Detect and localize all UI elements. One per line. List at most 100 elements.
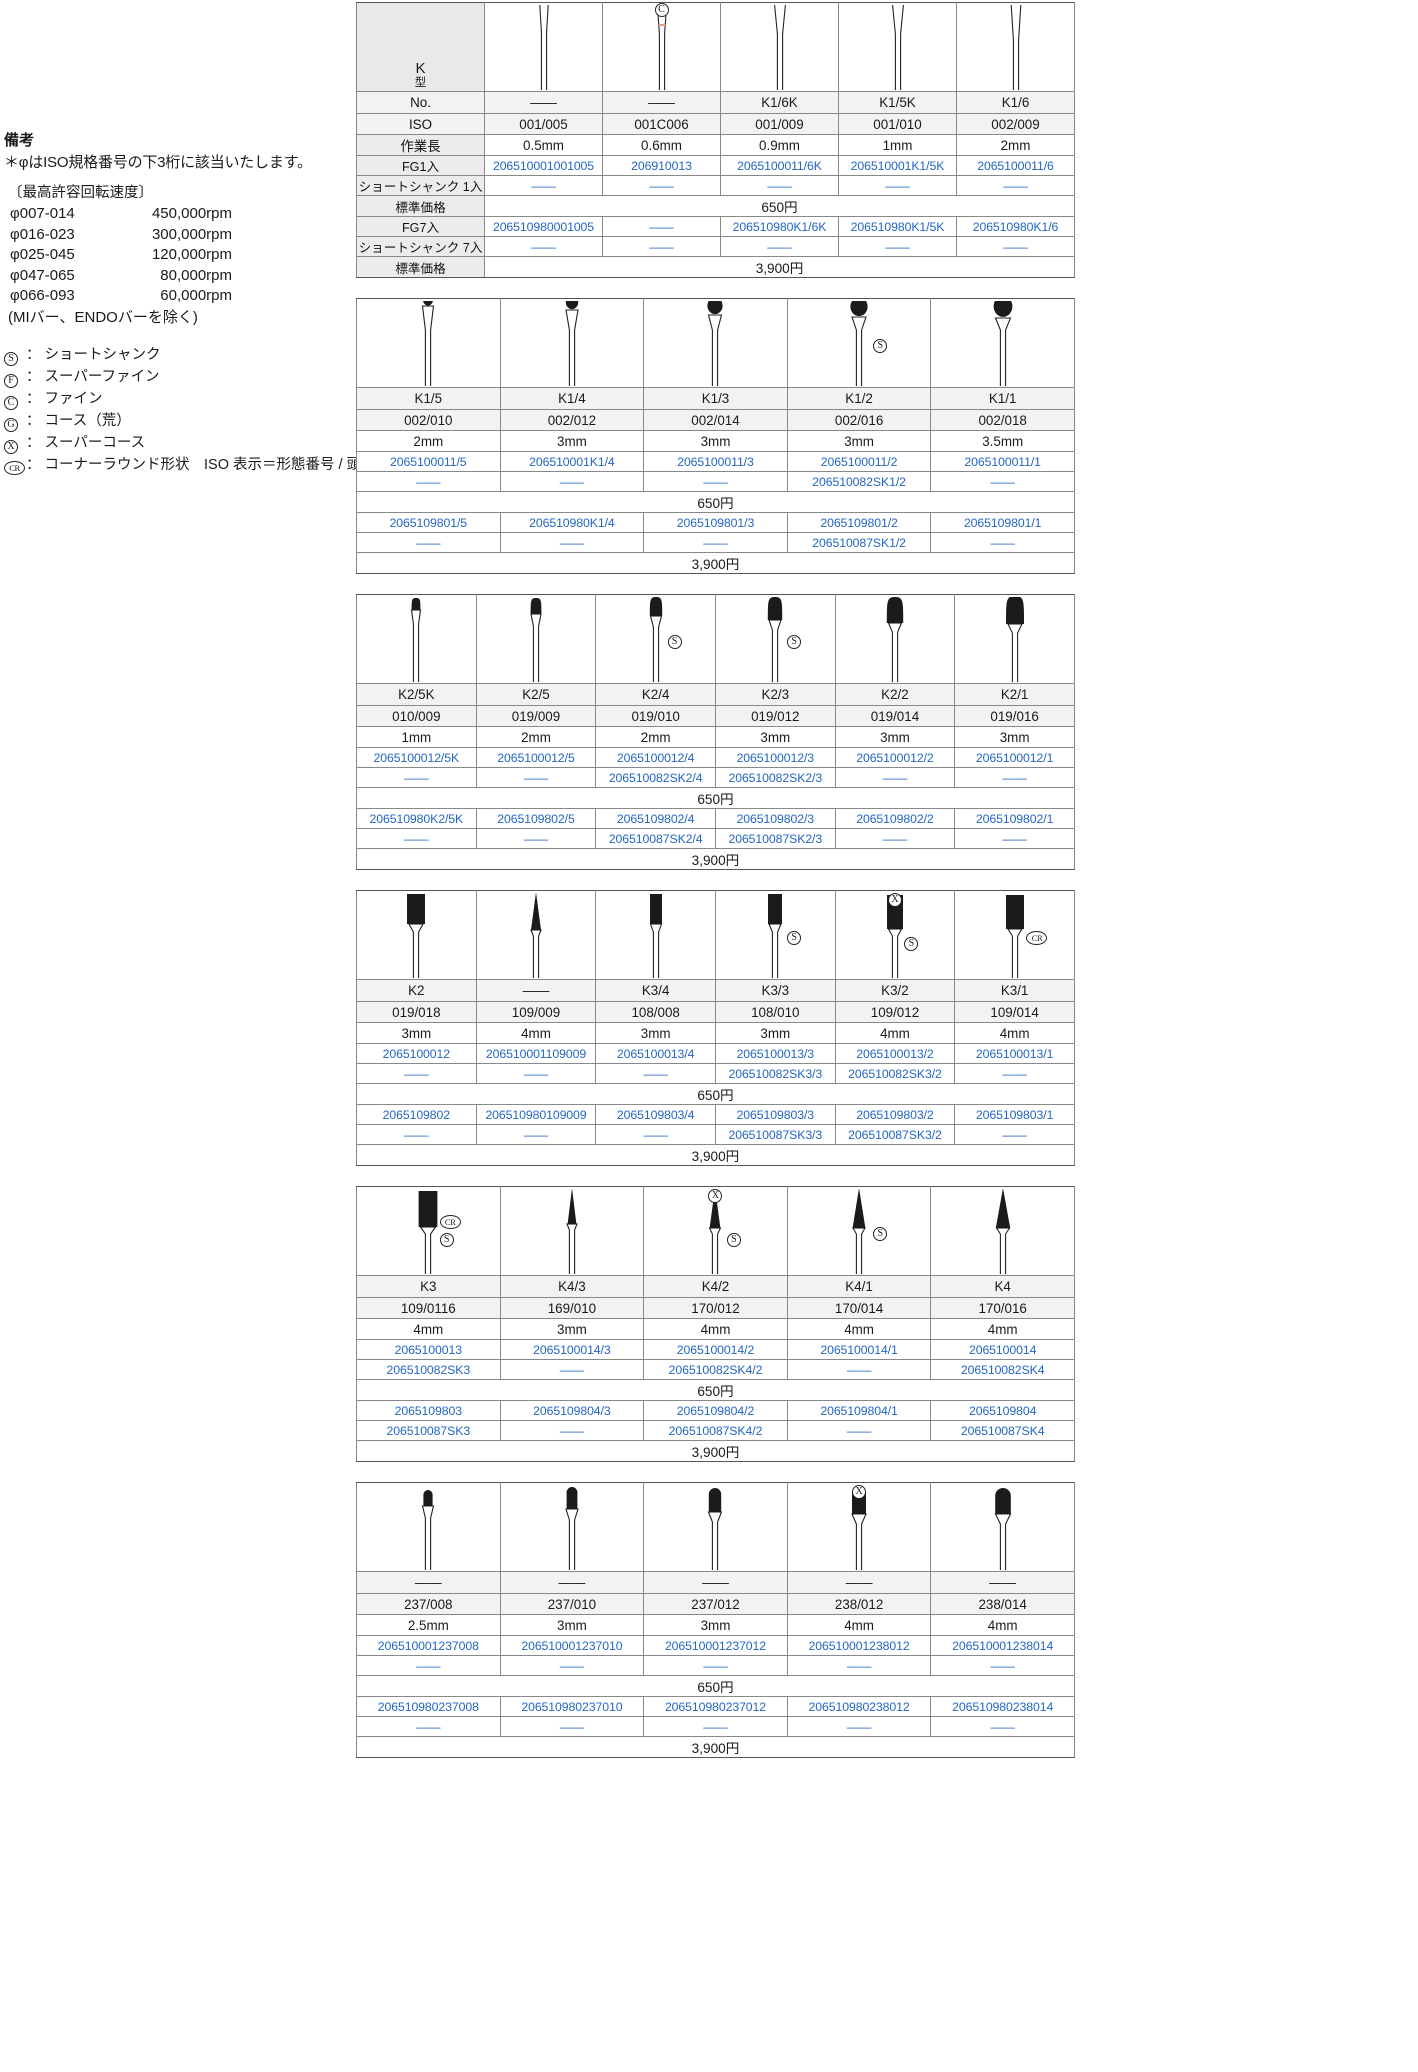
price-pack-row: 3,900円 [356, 848, 1075, 870]
no-row-cell: K4/2 [643, 1275, 788, 1298]
bur-illustration: S [714, 594, 836, 684]
row-label-fg1: FG1入 [356, 155, 485, 176]
fg7-row-cell: 2065109804/3 [499, 1400, 645, 1421]
worklen-row-cell: 4mm [786, 1614, 932, 1636]
fg1-row-cell: 206510001237008 [356, 1635, 501, 1656]
fg1-row-cell: 2065100013/2 [834, 1043, 956, 1064]
iso-row-cell: 001C006 [602, 113, 721, 135]
iso-row-cell: 238/014 [930, 1593, 1075, 1615]
fg1-row-cell: 2065100011/1 [930, 451, 1075, 472]
ss7-row-cell: 206510087SK4/2 [643, 1420, 788, 1441]
ss7-row-cell: 206510087SK1/2 [786, 532, 932, 553]
fg1-row: FG1入 206510001001005 206910013 2065100011/6… [356, 155, 1075, 176]
price-single: 650円 [484, 195, 1075, 217]
iso-row-cell: 010/009 [356, 705, 477, 727]
speed-row: φ016-023 300,000rpm [10, 225, 349, 246]
badge-s-icon: S [873, 1227, 888, 1241]
ss7-row-cell: —— [475, 828, 597, 849]
iso-row-cell: 002/012 [499, 409, 645, 431]
ss1-row-cell: —— [595, 1063, 716, 1084]
row-label-worklen: 作業長 [356, 134, 485, 156]
ss7-row-cell: —— [484, 236, 603, 257]
legend-label: ： スーパーコース [26, 435, 146, 452]
fg1-row-cell: 2065100012/2 [834, 747, 956, 768]
row-label-price1: 標準価格 [356, 195, 485, 217]
no-row-cell: K2/4 [595, 683, 716, 706]
fg1-row-cell: 2065100011/3 [643, 451, 788, 472]
bur-illustration: S [786, 298, 932, 388]
price-pack-row: 3,900円 [356, 552, 1075, 574]
ss7-row-cell: 206510087SK4 [930, 1420, 1075, 1441]
fg1-row-cell: 2065100013 [356, 1339, 501, 1360]
price-single: 650円 [356, 787, 1075, 809]
fg1-row-cell: 206510001001005 [484, 155, 603, 176]
price-pack: 3,900円 [356, 848, 1075, 870]
bur-illustration [356, 890, 477, 980]
table-1: K 型 C No. —— —— K1/6K K1/5K K1/6 ISO 001/005 001C00… [356, 2, 1075, 278]
ss7-row-cell: —— [956, 236, 1075, 257]
fg1-row-cell: 2065100011/5 [356, 451, 501, 472]
fg1-row-cell: 2065100011/6K [720, 155, 839, 176]
bur-illustration [834, 594, 956, 684]
worklen-row-cell: 4mm [475, 1022, 597, 1044]
fg1-row-cell: 206910013 [602, 155, 721, 176]
ss7-row: 206510087SK3 —— 206510087SK4/2 —— 206510087S… [356, 1420, 1075, 1441]
worklen-row-cell: 4mm [954, 1022, 1075, 1044]
iso-row-cell: 109/009 [475, 1001, 597, 1023]
legend-item: F： スーパーファイン [4, 366, 349, 389]
ss7-row-cell: —— [499, 1716, 645, 1737]
fg7-row: 2065109801/5 206510980K1/4 2065109801/3 206… [356, 512, 1075, 533]
iso-row-cell: 170/012 [643, 1297, 788, 1319]
bur-illustration [930, 1482, 1075, 1572]
worklen-row-cell: 3mm [643, 430, 788, 452]
fg1-row-cell: 2065100012/1 [954, 747, 1075, 768]
ss1-row: —— —— —— 206510082SK1/2 —— [356, 471, 1075, 492]
fg7-row-cell: 2065109801/1 [930, 512, 1075, 533]
bur-illustration: CR S [356, 1186, 501, 1276]
bur-illustration [356, 1482, 501, 1572]
badge-cr-icon: CR [1026, 931, 1048, 945]
ss7-row-cell: —— [786, 1716, 932, 1737]
fg7-row-cell: 206510980109009 [475, 1104, 597, 1125]
fg1-row-cell: 2065100011/6 [956, 155, 1075, 176]
badge-x-icon: X [852, 1485, 867, 1499]
iso-row-cell: 169/010 [499, 1297, 645, 1319]
no-row-cell: —— [499, 1571, 645, 1594]
fg7-row-cell: 2065109802/2 [834, 808, 956, 829]
ss1-row-cell: 206510082SK2/3 [714, 767, 836, 788]
speed-diameter: φ007-014 [10, 205, 75, 223]
legend-label: ： コーナーラウンド形状 ISO 表示＝形態番号 / 頭部最大径 [26, 457, 420, 474]
bur-illustration [595, 890, 716, 980]
exclusion-note: (MIバー、ENDOバーを除く) [8, 308, 198, 326]
type-letter: K [415, 59, 426, 77]
ss1-row-cell: —— [838, 175, 957, 196]
ss1-row-cell: —— [834, 767, 956, 788]
iso-row-cell: 001/009 [720, 113, 839, 135]
fg1-row-cell: 2065100012/3 [714, 747, 836, 768]
ss7-row-cell: —— [499, 1420, 645, 1441]
fg1-row-cell: 2065100012/5K [356, 747, 477, 768]
bur-image-row: S [356, 298, 1075, 388]
price-single-row: 650円 [356, 1083, 1075, 1105]
no-row-cell: K3/2 [834, 979, 956, 1002]
worklen-row-cell: 4mm [930, 1318, 1075, 1340]
price-single: 650円 [356, 1083, 1075, 1105]
bur-illustration [643, 1482, 788, 1572]
iso-row: 002/010 002/012 002/014 002/016 002/018 [356, 409, 1075, 431]
ss1-row-cell: 206510082SK3/3 [714, 1063, 836, 1084]
fg7-row-cell: 206510980001005 [484, 216, 603, 237]
price-pack-row: 3,900円 [356, 1144, 1075, 1166]
row-label-no: No. [356, 91, 485, 114]
ss7-row-cell: —— [838, 236, 957, 257]
symbol-legend: S： ショートシャンク F： スーパーファイン C： ファイン G： コース（荒） X：… [4, 344, 419, 476]
fg1-row-cell: 206510001K1/5K [838, 155, 957, 176]
ss1-row-cell: —— [356, 471, 501, 492]
iso-row-cell: 019/012 [714, 705, 836, 727]
no-row: —— —— —— —— —— [356, 1571, 1075, 1594]
fg7-row-cell: 206510980237012 [643, 1696, 788, 1717]
row-label-iso: ISO [356, 113, 485, 135]
no-row-cell: K1/6 [956, 91, 1075, 114]
